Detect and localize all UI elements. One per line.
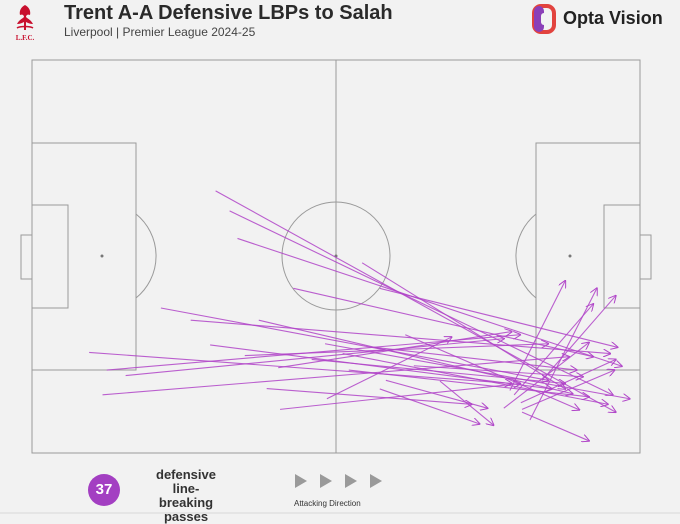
opta-vision-logo: Opta Vision (532, 4, 672, 34)
chart-title: Trent A-A Defensive LBPs to Salah (64, 2, 393, 24)
pass-arrow (379, 388, 480, 424)
pass-arrow (215, 190, 616, 412)
right-six-yard-box (603, 204, 641, 309)
pass-arrow (521, 370, 614, 410)
footer-divider (0, 512, 680, 514)
pass-arrow (326, 337, 452, 400)
pass-arrow (439, 380, 494, 425)
left-six-yard-box (31, 204, 69, 309)
pass-count-badge: 37 (88, 474, 120, 506)
direction-arrow-icon (370, 474, 382, 488)
right-penalty-spot (568, 254, 572, 258)
direction-arrow-icon (295, 474, 307, 488)
pass-lines (89, 190, 630, 441)
pass-arrow (520, 359, 616, 404)
pass-arrow (385, 379, 488, 408)
pass-arrow (89, 351, 512, 383)
attacking-direction-label: Attacking Direction (294, 499, 361, 508)
pass-arrow (374, 346, 576, 370)
pass-arrow (521, 411, 589, 441)
pass-count-label: defensive line-breaking passes (156, 467, 216, 524)
pass-arrow (190, 319, 611, 353)
pass-arrow (413, 365, 583, 377)
direction-arrow-icon (320, 474, 332, 488)
crest-text: L.F.C. (16, 34, 35, 42)
pass-arrow (361, 262, 565, 389)
left-penalty-arc (135, 213, 157, 299)
brand-name: Opta Vision (563, 8, 663, 28)
pass-arrow (237, 237, 622, 366)
pass-arrow (342, 353, 608, 405)
chart-header: L.F.C. Trent A-A Defensive LBPs to Salah… (0, 0, 680, 50)
pass-arrow (379, 287, 618, 347)
pass-arrow (229, 210, 613, 395)
chart-subtitle: Liverpool | Premier League 2024-25 (64, 25, 256, 39)
left-penalty-spot (100, 254, 104, 258)
right-goal (639, 234, 652, 280)
pass-arrow (102, 357, 569, 396)
attacking-direction-arrows (295, 474, 382, 488)
opta-logo-icon (532, 4, 556, 34)
left-penalty-box (31, 142, 137, 371)
pass-arrow (541, 296, 616, 381)
direction-arrow-icon (345, 474, 357, 488)
pass-arrow (266, 387, 472, 405)
pass-arrow (348, 369, 589, 397)
left-goal (20, 234, 33, 280)
pass-arrow (210, 344, 552, 389)
centre-circle (281, 201, 391, 311)
right-penalty-box (535, 142, 641, 371)
pass-arrow (509, 281, 565, 391)
pass-arrow (125, 339, 504, 377)
liverpool-crest-icon: L.F.C. (16, 5, 35, 42)
pass-arrow (513, 304, 593, 396)
right-penalty-arc (515, 213, 537, 299)
